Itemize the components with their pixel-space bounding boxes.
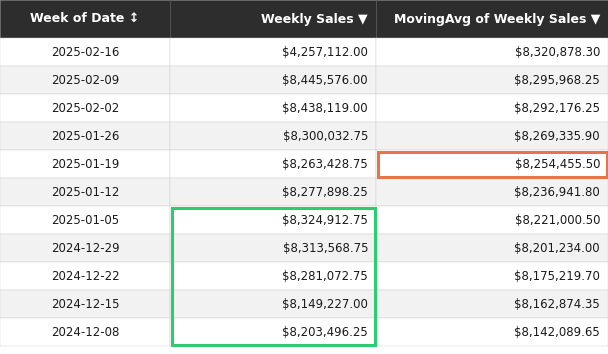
Text: $8,281,072.75: $8,281,072.75 — [282, 269, 368, 282]
Bar — [376, 150, 608, 178]
Text: $8,263,428.75: $8,263,428.75 — [282, 158, 368, 171]
Bar — [0, 122, 170, 150]
Text: 2025-02-02: 2025-02-02 — [51, 102, 119, 114]
Bar — [378, 152, 607, 177]
Text: $8,324,912.75: $8,324,912.75 — [282, 213, 368, 227]
Bar — [170, 38, 376, 66]
Text: 2025-01-12: 2025-01-12 — [51, 185, 119, 199]
Text: Week of Date ↕: Week of Date ↕ — [30, 12, 140, 25]
Text: 2024-12-29: 2024-12-29 — [50, 241, 119, 255]
Bar — [0, 150, 170, 178]
Text: $8,201,234.00: $8,201,234.00 — [514, 241, 600, 255]
Bar — [170, 178, 376, 206]
Text: 2025-01-19: 2025-01-19 — [51, 158, 119, 171]
Bar — [170, 94, 376, 122]
Text: $8,221,000.50: $8,221,000.50 — [514, 213, 600, 227]
Bar — [0, 0, 170, 38]
Bar — [170, 234, 376, 262]
Text: 2024-12-22: 2024-12-22 — [50, 269, 119, 282]
Text: Weekly Sales ▼: Weekly Sales ▼ — [261, 12, 368, 25]
Bar — [376, 234, 608, 262]
Text: $8,142,089.65: $8,142,089.65 — [514, 325, 600, 338]
Text: $8,313,568.75: $8,313,568.75 — [283, 241, 368, 255]
Text: $8,162,874.35: $8,162,874.35 — [514, 297, 600, 310]
Bar — [0, 178, 170, 206]
Text: $8,149,227.00: $8,149,227.00 — [282, 297, 368, 310]
Bar — [170, 262, 376, 290]
Bar — [376, 122, 608, 150]
Bar — [0, 318, 170, 346]
Text: $8,269,335.90: $8,269,335.90 — [514, 130, 600, 143]
Bar — [0, 94, 170, 122]
Bar — [0, 38, 170, 66]
Bar — [376, 206, 608, 234]
Text: $8,445,576.00: $8,445,576.00 — [282, 74, 368, 86]
Bar — [0, 262, 170, 290]
Bar — [376, 318, 608, 346]
Text: $8,277,898.25: $8,277,898.25 — [282, 185, 368, 199]
Bar — [376, 94, 608, 122]
Bar — [376, 66, 608, 94]
Text: 2024-12-08: 2024-12-08 — [51, 325, 119, 338]
Bar — [170, 290, 376, 318]
Text: $4,257,112.00: $4,257,112.00 — [282, 46, 368, 58]
Text: 2025-01-26: 2025-01-26 — [51, 130, 119, 143]
Bar — [0, 206, 170, 234]
Text: $8,295,968.25: $8,295,968.25 — [514, 74, 600, 86]
Text: 2025-02-16: 2025-02-16 — [51, 46, 119, 58]
Text: $8,236,941.80: $8,236,941.80 — [514, 185, 600, 199]
Bar — [170, 66, 376, 94]
Bar — [376, 262, 608, 290]
Bar — [376, 0, 608, 38]
Text: $8,175,219.70: $8,175,219.70 — [514, 269, 600, 282]
Text: 2024-12-15: 2024-12-15 — [50, 297, 119, 310]
Text: $8,203,496.25: $8,203,496.25 — [282, 325, 368, 338]
Bar — [376, 290, 608, 318]
Bar — [376, 178, 608, 206]
Bar — [170, 150, 376, 178]
Text: $8,292,176.25: $8,292,176.25 — [514, 102, 600, 114]
Bar — [0, 290, 170, 318]
Text: MovingAvg of Weekly Sales ▼: MovingAvg of Weekly Sales ▼ — [393, 12, 600, 25]
Bar — [170, 0, 376, 38]
Bar — [171, 207, 375, 344]
Bar — [0, 66, 170, 94]
Bar — [170, 206, 376, 234]
Text: $8,254,455.50: $8,254,455.50 — [514, 158, 600, 171]
Text: $8,300,032.75: $8,300,032.75 — [283, 130, 368, 143]
Text: 2025-02-09: 2025-02-09 — [51, 74, 119, 86]
Bar — [376, 38, 608, 66]
Bar — [170, 122, 376, 150]
Text: $8,438,119.00: $8,438,119.00 — [282, 102, 368, 114]
Bar — [0, 234, 170, 262]
Bar — [170, 318, 376, 346]
Text: 2025-01-05: 2025-01-05 — [51, 213, 119, 227]
Text: $8,320,878.30: $8,320,878.30 — [514, 46, 600, 58]
